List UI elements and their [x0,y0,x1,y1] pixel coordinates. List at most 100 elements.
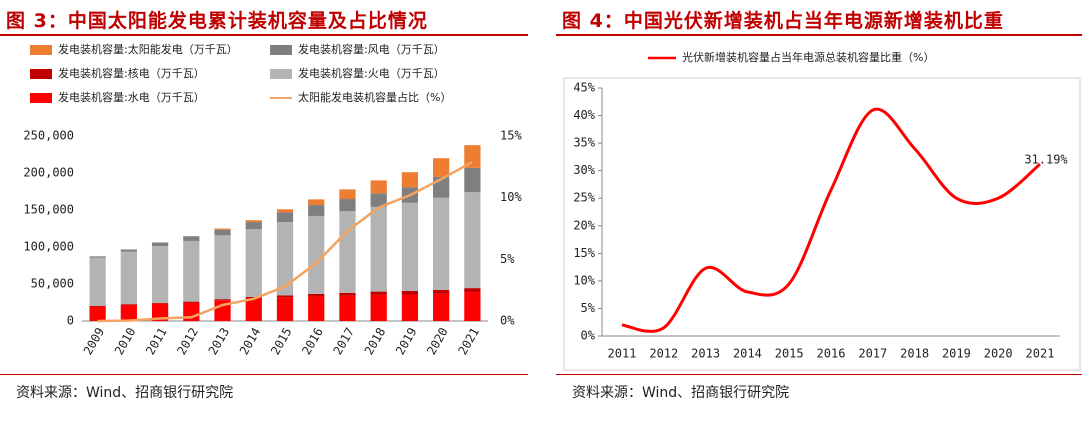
figure-4-source-rule [556,374,1082,375]
x-tick-label: 2019 [942,347,971,361]
bar-segment-4 [401,172,419,188]
bar-segment-2 [433,197,450,290]
x-tick-label: 2020 [984,347,1013,361]
bar-segment-2 [339,211,356,293]
legend-label: 光伏新增装机容量占当年电源总装机容量比重（%） [682,50,934,64]
figure-3-title: 图 3：中国太阳能发电累计装机容量及占比情况 [6,10,428,32]
figure-3-chart: 发电装机容量:太阳能发电（万千瓦） 发电装机容量:风电（万千瓦） 发电装机容量:核电… [23,42,522,357]
figure-4-title-rule [556,34,1082,36]
x-tick-label: 2014 [237,325,264,357]
bar-segment-3 [120,249,137,252]
x-tick-label: 2014 [733,347,762,361]
legend-label: 发电装机容量:太阳能发电（万千瓦） [58,42,238,56]
bar-segment-4 [308,199,325,206]
y-tick-label: 30% [573,163,595,177]
x-tick-label: 2016 [817,347,846,361]
x-tick-label: 2019 [393,325,420,357]
bar-segment-0 [370,294,387,321]
bar-segment-4 [433,158,450,177]
figure-3-title-rule [0,34,528,36]
bar-segment-3 [339,199,356,212]
bar-segment-1 [433,289,450,294]
legend-label: 发电装机容量:水电（万千瓦） [58,90,205,104]
bar-segment-1 [464,288,481,293]
bar-segment-0 [464,292,481,321]
bar-segment-2 [308,215,325,294]
x-tick-label: 2012 [649,347,678,361]
legend-item: 发电装机容量:核电（万千瓦） [30,66,205,80]
bar-segment-4 [339,189,356,200]
bar-segment-4 [464,145,481,168]
bars [89,145,481,321]
bar-segment-2 [120,251,137,305]
bar-segment-4 [214,228,231,230]
bar-segment-1 [308,293,325,297]
bar-segment-1 [183,301,200,303]
x-tick-label: 2021 [455,325,482,357]
x-tick-label: 2018 [900,347,929,361]
y-tick-label: 5% [581,301,596,315]
legend-label: 发电装机容量:风电（万千瓦） [298,42,445,56]
share-line [97,160,473,323]
legend: 发电装机容量:太阳能发电（万千瓦） 发电装机容量:风电（万千瓦） 发电装机容量:核电… [30,42,451,104]
y-tick-label: 200,000 [23,166,74,180]
y-tick-label: 15% [573,246,595,260]
bar-segment-4 [245,220,262,223]
legend-label: 发电装机容量:核电（万千瓦） [58,66,205,80]
legend-item: 发电装机容量:水电（万千瓦） [30,90,205,104]
bar-segment-0 [339,295,356,321]
legend-item: 发电装机容量:太阳能发电（万千瓦） [30,42,238,56]
x-tick-label: 2020 [424,325,451,357]
bar-segment-0 [151,303,169,321]
bar-segment-1 [276,295,294,298]
y2-tick-label: 10% [500,190,522,204]
last-value-annotation: 31.19% [1024,153,1068,167]
x-tick-label: 2018 [362,325,389,357]
share-line [621,107,1041,333]
bar-segment-0 [245,298,262,321]
bar-segment-1 [339,292,356,296]
y-tick-label: 25% [573,191,595,205]
y2-tick-label: 0% [500,314,515,328]
figure-3-source: 资料来源：Wind、招商银行研究院 [16,385,234,401]
y-tick-label: 150,000 [23,203,74,217]
bar-segment-3 [151,242,169,246]
figure-4-chart: 光伏新增装机容量占当年电源总装机容量比重（%） 0% 5% 10% 15% 20% 25% 3… [563,50,1081,371]
x-tick-label: 2013 [206,325,233,357]
bar-segment-2 [89,257,106,306]
bar-segment-3 [370,193,387,207]
bar-segment-2 [401,202,419,291]
legend-label: 太阳能发电装机容量占比（%） [298,90,451,104]
x-tick-label: 2013 [691,347,720,361]
bar-segment-0 [276,297,294,321]
x-tick-label: 2011 [143,325,170,357]
legend: 光伏新增装机容量占当年电源总装机容量比重（%） [648,50,934,64]
y-tick-label: 45% [573,81,595,95]
y2-tick-label: 15% [500,129,522,143]
x-tick-label: 2009 [81,325,108,357]
y-tick-label: 20% [573,218,595,232]
bar-segment-4 [370,180,387,194]
x-tick-label: 2015 [775,347,804,361]
bar-segment-1 [151,302,169,304]
figure-4-title: 图 4：中国光伏新增装机占当年电源新增装机比重 [562,10,1004,32]
legend-item: 太阳能发电装机容量占比（%） [270,90,451,104]
chart-frame [563,77,1081,371]
bar-segment-1 [370,291,387,295]
bar-segment-0 [401,294,419,321]
bar-segment-3 [464,167,481,193]
bar-segment-2 [183,240,200,302]
bar-segment-2 [245,229,262,297]
legend-swatch [270,69,292,79]
bar-segment-1 [214,299,231,301]
bar-segment-2 [151,245,169,303]
x-tick-label: 2021 [1026,347,1055,361]
x-tick-label: 2010 [112,325,139,357]
y-tick-label: 10% [573,273,595,287]
bar-segment-2 [214,235,231,300]
y-tick-label: 250,000 [23,129,74,143]
bar-segment-3 [245,222,262,230]
bar-segment-3 [89,256,106,258]
bar-segment-2 [276,222,294,296]
y-tick-label: 0% [581,329,596,343]
